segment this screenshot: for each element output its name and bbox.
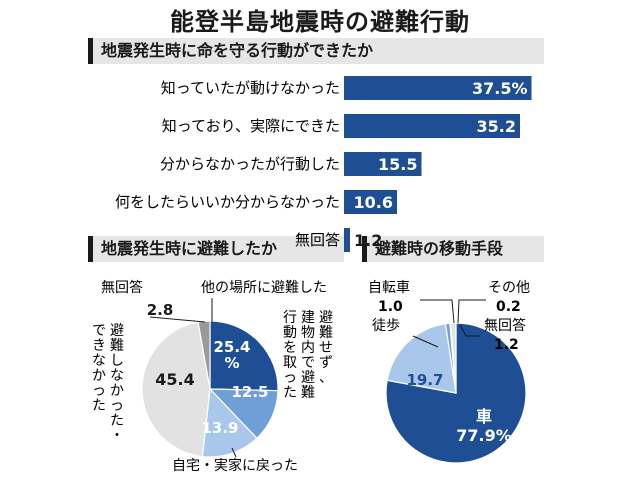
bar-category-label: 知っていたが動けなかった xyxy=(161,79,340,97)
slice-value-label: 25.4% xyxy=(213,338,250,372)
bar-category-label: 何をしたらいいか分からなかった xyxy=(115,193,340,211)
bar xyxy=(344,152,422,176)
vertical-label-line: 建物内で避難 xyxy=(301,310,315,401)
bar-value-label: 37.5% xyxy=(472,79,528,98)
leader-line xyxy=(149,316,206,323)
slice-value-label: 1.2 xyxy=(494,337,519,353)
bar-chart-header: 地震発生時に命を守る行動ができたか xyxy=(88,38,544,64)
pie-slice xyxy=(450,322,457,394)
vertical-label-line: できなかった xyxy=(92,323,106,414)
bar-value-label: 35.2 xyxy=(477,117,516,136)
slice-value-label: 13.9 xyxy=(201,419,238,437)
evacuation-pie: 25.4 % 12.5 13.9 45.4 2.8 他の場所に避難した 無回答自宅・実家に戻っ… xyxy=(92,279,333,474)
slice-value-label: 45.4 xyxy=(155,370,194,389)
slice-category-label: 避難しなかった・できなかった xyxy=(92,323,124,444)
slice-category-label: 無回答 xyxy=(484,317,526,334)
bar-category-label: 無回答 xyxy=(295,231,340,249)
bar xyxy=(344,228,350,252)
transport-pie-header: 避難時の移動手段 xyxy=(362,236,544,262)
vertical-label-line: 避難しなかった・ xyxy=(110,323,124,444)
evacuation-pie-header: 地震発生時に避難したか xyxy=(88,236,344,262)
vertical-label-line: 行動を取った xyxy=(283,310,297,401)
transport-pie: 車 77.9% 19.7 自転車 1.0 その他 0.2 徒歩 無回答 1.2 xyxy=(368,279,530,464)
slice-value-label: 2.8 xyxy=(147,301,174,319)
bar-chart: 知っていたが動けなかった 37.5% 知っており、実際にできた 35.2 分からなかった… xyxy=(115,76,532,252)
pie-slice xyxy=(141,321,211,458)
leader-line xyxy=(459,324,480,337)
slice-category-label: 徒歩 xyxy=(372,318,400,334)
slice-value-label: 12.5 xyxy=(231,383,268,401)
leader-line xyxy=(420,299,455,324)
bar xyxy=(344,76,532,100)
slice-value-label: 1.0 xyxy=(378,299,403,315)
bar-value-label: 15.5 xyxy=(378,155,417,174)
slice-category-label: 無回答 xyxy=(101,279,143,296)
vertical-label-line: 避難せず、 xyxy=(319,310,333,386)
slice-value-label: 0.2 xyxy=(496,299,521,315)
leader-line xyxy=(457,299,486,324)
bar-category-label: 知っており、実際にできた xyxy=(162,117,340,135)
leader-line xyxy=(231,447,237,458)
slice-category-label: 自宅・実家に戻った xyxy=(172,457,298,474)
slice-category-label: 他の場所に避難した xyxy=(201,280,327,296)
bar-value-label: 1.2 xyxy=(354,231,382,250)
slice-category-label: その他 xyxy=(488,280,530,296)
bar-category-label: 分からなかったが行動した xyxy=(160,155,340,173)
leader-line xyxy=(412,335,439,348)
pie-slice xyxy=(197,320,211,390)
slice-category-label: 自転車 xyxy=(368,279,410,296)
bar xyxy=(344,190,397,214)
pie-slice xyxy=(386,323,457,394)
pie-slice xyxy=(209,320,279,392)
bar-value-label: 10.6 xyxy=(354,193,393,212)
slice-value-label: 車 77.9% xyxy=(456,407,512,445)
bar xyxy=(344,114,520,138)
page-title: 能登半島地震時の避難行動 xyxy=(170,8,470,36)
slice-value-label: 19.7 xyxy=(406,371,443,389)
pie-slice xyxy=(201,387,258,458)
